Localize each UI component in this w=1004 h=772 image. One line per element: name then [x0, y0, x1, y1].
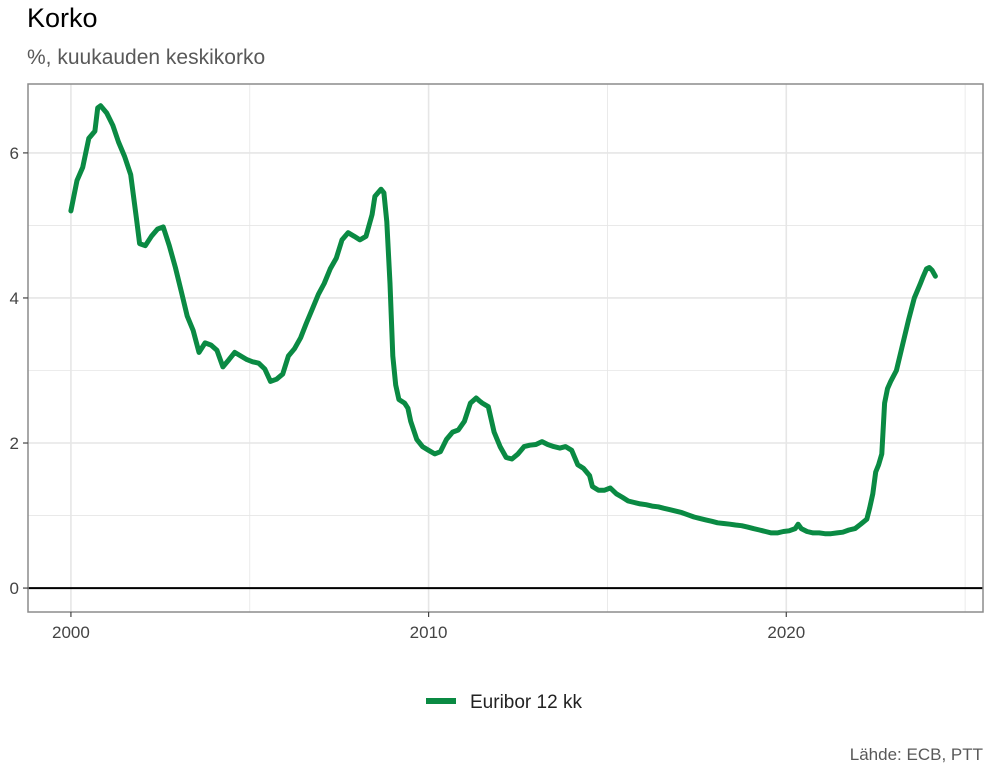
series-line-euribor-12-kk — [68, 103, 938, 537]
plot-background — [28, 84, 983, 612]
x-tick-label: 2000 — [52, 623, 90, 642]
x-tick-label: 2020 — [767, 623, 805, 642]
series-lines — [68, 103, 938, 537]
y-tick-label: 0 — [10, 579, 19, 598]
chart-title: Korko — [27, 3, 98, 33]
axis-ticks: 0 2 4 6 2000 2010 2020 — [10, 144, 806, 642]
chart-subtitle: %, kuukauden keskikorko — [27, 46, 265, 69]
source-caption: Lähde: ECB, PTT — [850, 745, 983, 764]
plot-frame — [27, 83, 984, 613]
legend: Euribor 12 kk — [426, 692, 582, 713]
y-tick-label: 2 — [10, 434, 19, 453]
x-tick-label: 2010 — [410, 623, 448, 642]
y-tick-label: 4 — [10, 289, 19, 308]
y-tick-label: 6 — [10, 144, 19, 163]
legend-label: Euribor 12 kk — [470, 692, 582, 713]
